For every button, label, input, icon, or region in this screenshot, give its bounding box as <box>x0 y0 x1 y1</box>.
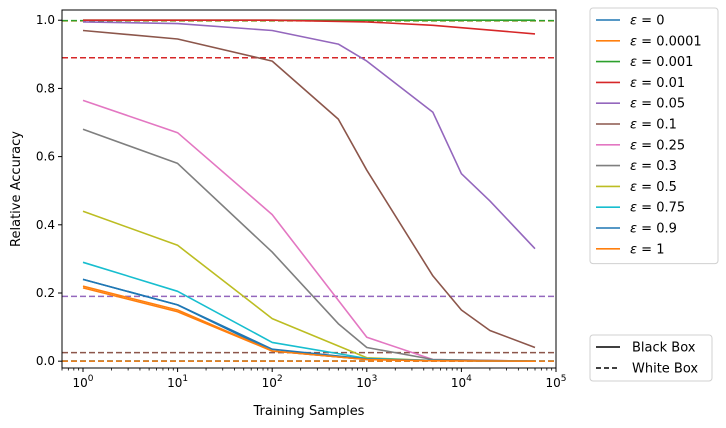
legend-label-5: ε = 0.1 <box>630 118 677 133</box>
y-tick-label-4: 0.8 <box>36 81 55 95</box>
legend-label-3: ε = 0.01 <box>630 76 685 91</box>
x-tick-label-4: 104 <box>451 374 472 390</box>
black-box-series-5 <box>82 29 536 349</box>
y-tick-label-1: 0.2 <box>36 286 55 300</box>
x-tick-label-3: 103 <box>356 374 377 390</box>
x-tick-label-2: 102 <box>262 374 283 390</box>
legend-label-7: ε = 0.3 <box>630 159 677 174</box>
legend-label-6: ε = 0.25 <box>630 138 685 153</box>
axes: 100 101 102 103 104 105 0.0 0.2 0.4 0.6 0.8 1.0 Trai… <box>9 9 567 419</box>
style-legend-label-1: White Box <box>632 362 698 377</box>
y-axis-label: Relative Accuracy <box>9 131 24 247</box>
y-tick-label-2: 0.4 <box>36 218 55 232</box>
legend-label-1: ε = 0.0001 <box>630 34 702 49</box>
legend-label-0: ε = 0 <box>630 14 664 29</box>
x-tick-label-1: 101 <box>167 374 188 390</box>
x-tick-label-0: 100 <box>72 374 93 390</box>
y-tick-label-5: 1.0 <box>36 13 55 27</box>
black-box-series-3 <box>83 19 536 35</box>
plot-frame <box>61 9 557 369</box>
black-box-series-11 <box>82 287 536 363</box>
series-group <box>62 19 556 363</box>
black-box-series-4 <box>82 21 536 250</box>
black-box-series-7 <box>82 128 536 362</box>
legend-label-9: ε = 0.75 <box>630 201 685 216</box>
legend-label-11: ε = 1 <box>630 242 664 257</box>
legend-label-8: ε = 0.5 <box>630 180 677 195</box>
legend-label-10: ε = 0.9 <box>630 222 677 237</box>
style-legend-label-0: Black Box <box>632 341 696 356</box>
style-legend-box <box>589 334 713 382</box>
x-axis-label: Training Samples <box>253 404 365 419</box>
plot-area <box>62 19 556 363</box>
black-box-series-6 <box>82 99 536 362</box>
x-tick-label-5: 105 <box>545 374 566 390</box>
black-box-series-9 <box>82 261 536 362</box>
y-tick-label-0: 0.0 <box>36 354 55 368</box>
black-box-series-8 <box>82 210 536 362</box>
legend: ε = 0 ε = 0.0001 ε = 0.001 ε = 0.01 ε = 0.05… <box>589 7 719 382</box>
legend-label-4: ε = 0.05 <box>630 97 685 112</box>
legend-label-2: ε = 0.001 <box>630 55 693 70</box>
series-legend-box <box>589 7 719 265</box>
y-tick-label-3: 0.6 <box>36 150 55 164</box>
